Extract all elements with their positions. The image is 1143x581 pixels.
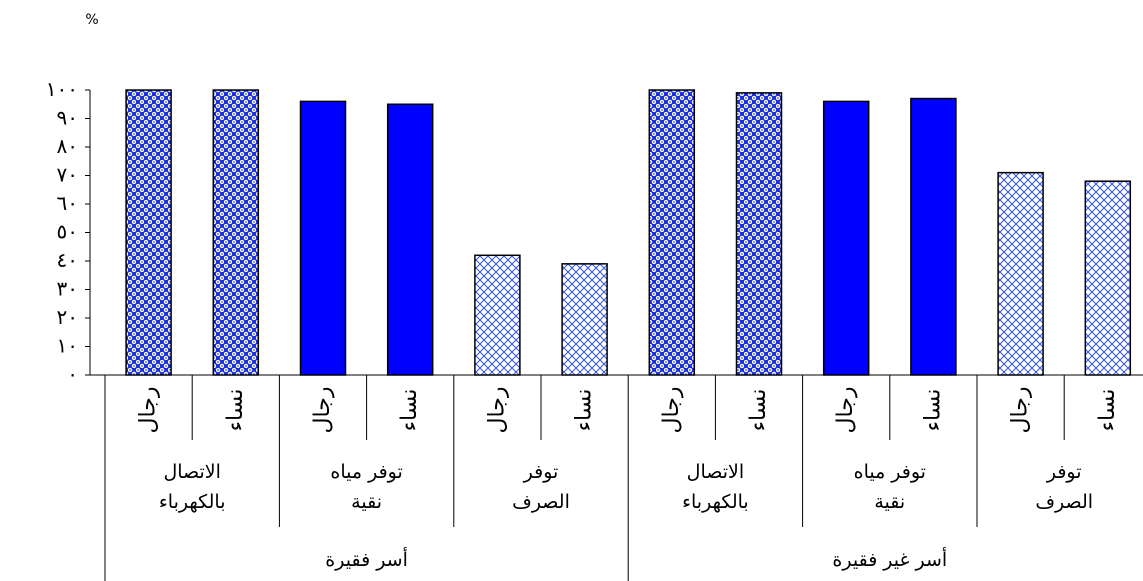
sex-label: رجال — [1008, 387, 1033, 434]
bar — [910, 97, 957, 376]
indicator-label: توفر — [1046, 461, 1082, 483]
sex-label: رجال — [484, 387, 509, 434]
y-tick-label: ٧٠ — [57, 163, 78, 187]
bar — [997, 171, 1044, 376]
sex-label: نساء — [397, 389, 422, 432]
bar — [125, 89, 172, 376]
bar — [474, 254, 521, 376]
sex-label: رجال — [833, 387, 858, 434]
axes: ٠ ١٠ ٢٠ ٣٠ ٤٠ ٥٠ ٦٠ ٧٠ ٨٠ ٩٠ ١٠٠ — [46, 77, 1143, 386]
bar — [1084, 180, 1132, 376]
sex-label: نساء — [572, 389, 597, 432]
sex-label: نساء — [223, 389, 248, 432]
y-tick-label: ٤٠ — [57, 248, 78, 272]
sex-label: نساء — [920, 389, 945, 432]
category-labels: رجال نساء الاتصال بالكهرباء رجال نساء توفر ميا… — [104, 375, 1120, 581]
bar — [212, 89, 260, 376]
y-tick-label: ٩٠ — [57, 106, 78, 130]
y-tick-label: ٦٠ — [57, 191, 78, 215]
indicator-label: بالكهرباء — [682, 491, 749, 513]
indicator-label: بالكهرباء — [159, 491, 226, 513]
y-tick-label: ١٠٠ — [46, 77, 78, 101]
indicator-label: الصرف — [512, 491, 570, 513]
group-label: أسر فقيرة — [325, 547, 408, 571]
sex-label: رجال — [659, 387, 684, 434]
indicator-label: الاتصال — [687, 461, 744, 483]
y-tick-label: ٠ — [67, 362, 78, 386]
sex-label: نساء — [746, 389, 771, 432]
sex-label: رجال — [136, 387, 161, 434]
y-tick-label: ٢٠ — [57, 305, 78, 329]
bar — [299, 100, 347, 376]
y-tick-label: ٨٠ — [57, 134, 78, 158]
unit-label: % — [85, 12, 98, 28]
y-tick-label: ٣٠ — [57, 277, 78, 301]
indicator-label: نقية — [351, 491, 382, 513]
indicator-label: الاتصال — [163, 461, 220, 483]
bar — [822, 100, 870, 376]
bar — [386, 103, 434, 376]
bars — [125, 89, 1132, 376]
indicator-label: نقية — [874, 491, 905, 513]
indicator-label: الصرف — [1035, 491, 1093, 513]
indicator-label: توفر مياه — [854, 461, 926, 483]
y-tick-label: ٥٠ — [57, 220, 78, 244]
group-label: أسر غير فقيرة — [832, 547, 947, 571]
indicator-label: توفر مياه — [330, 461, 402, 483]
bar — [735, 92, 783, 376]
bar — [561, 263, 608, 376]
bar — [648, 89, 696, 376]
sex-label: رجال — [310, 387, 335, 434]
y-tick-label: ١٠ — [57, 334, 78, 358]
indicator-label: توفر — [523, 461, 559, 483]
sex-label: نساء — [1095, 389, 1120, 432]
